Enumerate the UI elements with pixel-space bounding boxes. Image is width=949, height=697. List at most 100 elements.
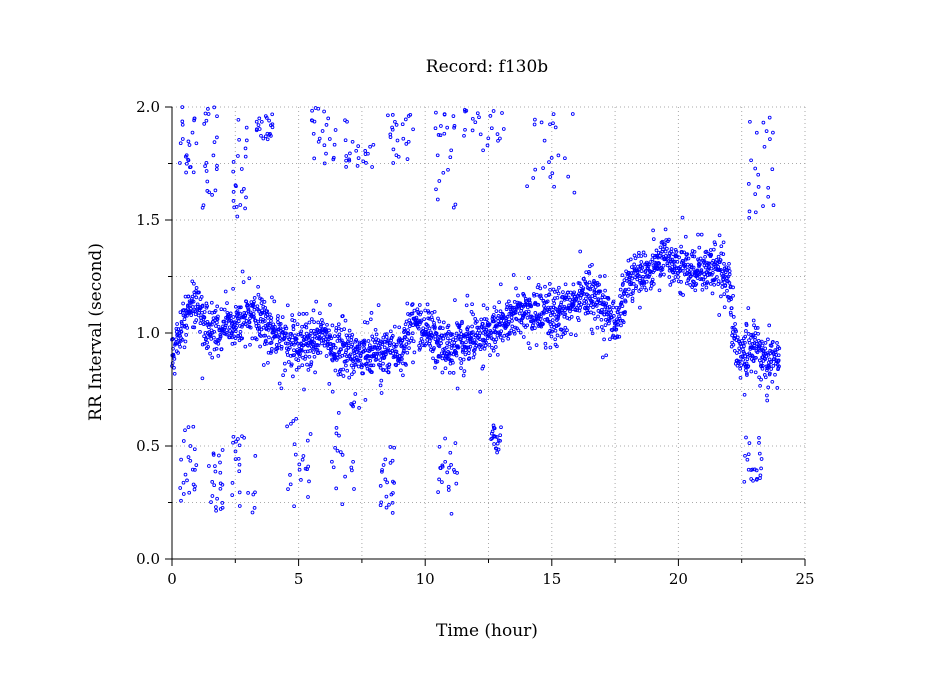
data-point bbox=[692, 280, 696, 284]
data-point bbox=[215, 320, 219, 325]
data-point bbox=[244, 311, 249, 315]
data-point bbox=[563, 156, 567, 161]
data-point bbox=[761, 349, 766, 354]
data-point bbox=[306, 368, 311, 372]
data-point bbox=[533, 326, 537, 330]
data-point bbox=[210, 480, 215, 484]
data-point bbox=[587, 271, 592, 276]
data-point bbox=[215, 496, 219, 501]
data-point bbox=[400, 122, 405, 127]
data-point bbox=[248, 342, 252, 347]
data-point bbox=[465, 293, 470, 298]
data-point bbox=[381, 335, 386, 340]
data-point bbox=[234, 321, 239, 325]
data-point bbox=[215, 135, 219, 140]
data-point bbox=[528, 346, 532, 351]
data-point bbox=[343, 138, 348, 143]
data-point bbox=[722, 261, 726, 266]
data-point bbox=[378, 383, 383, 388]
data-point bbox=[254, 119, 259, 124]
data-point bbox=[410, 302, 415, 306]
data-point bbox=[365, 320, 370, 325]
data-point bbox=[556, 316, 560, 321]
data-point bbox=[494, 337, 499, 342]
data-point bbox=[453, 298, 457, 302]
data-point bbox=[461, 357, 466, 362]
data-point bbox=[578, 305, 583, 310]
data-point bbox=[294, 416, 299, 421]
data-point bbox=[434, 331, 439, 336]
data-point bbox=[535, 292, 539, 297]
data-point bbox=[571, 302, 576, 307]
data-point bbox=[602, 312, 607, 317]
data-point bbox=[194, 295, 199, 300]
data-point bbox=[270, 347, 274, 351]
data-point bbox=[267, 118, 271, 123]
data-point bbox=[386, 113, 390, 118]
data-point bbox=[555, 344, 559, 349]
data-point bbox=[446, 329, 451, 334]
data-point bbox=[203, 164, 207, 168]
data-point bbox=[473, 317, 478, 321]
data-point bbox=[390, 127, 395, 132]
data-point bbox=[181, 301, 185, 306]
data-point bbox=[445, 336, 450, 341]
data-point bbox=[270, 122, 275, 127]
data-point bbox=[536, 282, 541, 287]
data-point bbox=[767, 323, 772, 328]
data-point bbox=[331, 155, 336, 160]
data-point bbox=[470, 324, 474, 329]
data-point bbox=[390, 334, 395, 338]
data-point bbox=[668, 257, 673, 262]
data-point bbox=[470, 116, 475, 121]
data-point bbox=[776, 353, 781, 358]
data-point bbox=[759, 361, 763, 365]
data-point bbox=[570, 112, 575, 116]
data-point bbox=[298, 352, 302, 356]
data-point bbox=[449, 511, 454, 516]
data-point bbox=[176, 351, 180, 355]
data-point bbox=[404, 363, 408, 367]
data-point bbox=[436, 490, 440, 494]
data-point bbox=[584, 296, 588, 301]
data-point bbox=[547, 160, 551, 164]
data-point bbox=[459, 361, 464, 365]
data-point bbox=[633, 256, 638, 261]
data-point bbox=[689, 263, 694, 267]
data-point bbox=[324, 327, 328, 332]
data-point bbox=[548, 345, 553, 350]
data-point bbox=[761, 120, 766, 125]
data-point bbox=[284, 331, 288, 336]
data-point bbox=[376, 303, 381, 307]
data-point bbox=[703, 275, 708, 279]
data-point bbox=[188, 458, 193, 463]
data-point bbox=[623, 299, 628, 304]
data-point bbox=[722, 305, 727, 310]
data-point bbox=[310, 336, 315, 341]
data-point bbox=[742, 344, 746, 349]
data-point bbox=[410, 331, 415, 336]
data-point bbox=[237, 469, 242, 474]
data-point bbox=[457, 333, 461, 338]
data-point bbox=[263, 333, 268, 338]
data-point bbox=[764, 354, 769, 359]
data-point bbox=[458, 356, 463, 361]
data-point bbox=[460, 319, 464, 324]
data-point bbox=[749, 369, 754, 374]
data-point bbox=[468, 344, 473, 349]
data-point bbox=[200, 303, 205, 308]
data-point bbox=[489, 126, 494, 131]
data-point bbox=[773, 350, 778, 354]
data-point bbox=[550, 310, 555, 314]
data-point bbox=[281, 373, 285, 378]
data-point bbox=[293, 452, 298, 457]
data-point bbox=[510, 324, 515, 329]
data-point bbox=[358, 354, 363, 359]
data-point bbox=[470, 330, 475, 334]
data-point bbox=[752, 323, 756, 328]
data-point bbox=[392, 324, 397, 329]
data-point bbox=[773, 372, 777, 377]
data-point bbox=[557, 285, 561, 290]
data-point bbox=[239, 189, 244, 194]
data-point bbox=[351, 404, 355, 409]
